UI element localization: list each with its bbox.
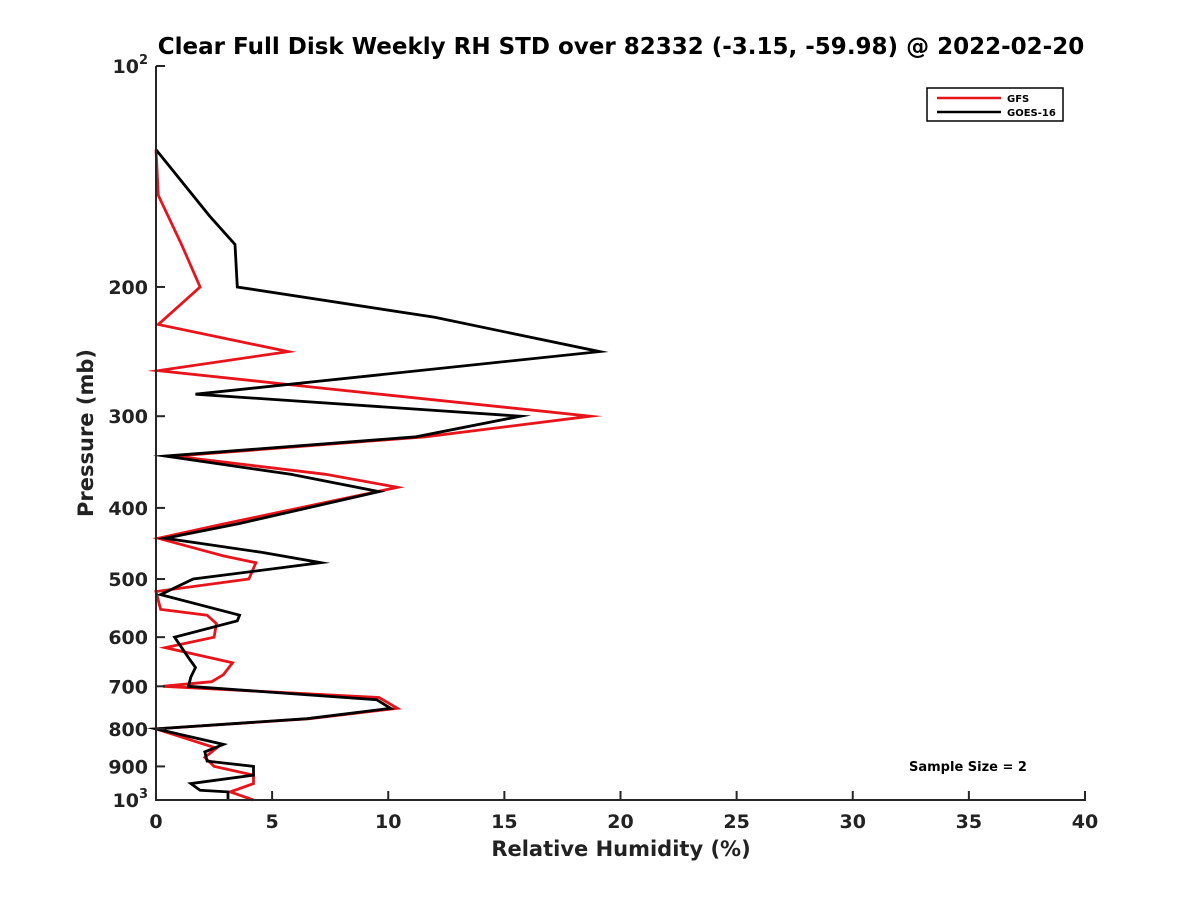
y-tick-base: 10 xyxy=(113,56,139,78)
sample-size-annotation: Sample Size = 2 xyxy=(909,760,1027,775)
chart-title: Clear Full Disk Weekly RH STD over 82332… xyxy=(158,34,1084,60)
y-tick-label: 700 xyxy=(108,676,148,698)
y-tick-label: 200 xyxy=(108,277,148,299)
x-tick-label: 35 xyxy=(956,811,982,833)
y-tick-label: 500 xyxy=(108,569,148,591)
y-tick-exponent: 2 xyxy=(139,53,148,68)
x-tick-label: 10 xyxy=(375,811,401,833)
y-tick-label: 102 xyxy=(113,53,149,78)
y-axis-label: Pressure (mb) xyxy=(74,349,98,517)
y-tick-label: 103 xyxy=(113,787,149,812)
y-tick-label: 900 xyxy=(108,756,148,778)
x-tick-label: 5 xyxy=(266,811,279,833)
plot-area: 0 5 10 15 20 25 30 35 40102200300400500600700800… xyxy=(108,53,1098,833)
legend-label: GFS xyxy=(1007,94,1029,105)
legend-label: GOES-16 xyxy=(1007,108,1056,119)
x-tick-label: 40 xyxy=(1072,811,1098,833)
y-tick-label: 800 xyxy=(108,719,148,741)
x-axis-label: Relative Humidity (%) xyxy=(491,837,750,861)
y-tick-exponent: 3 xyxy=(139,787,148,802)
legend-box xyxy=(926,87,1064,122)
series-line-goes-16 xyxy=(146,148,609,800)
y-tick-label: 400 xyxy=(108,498,148,520)
x-tick-label: 20 xyxy=(607,811,633,833)
y-tick-label: 300 xyxy=(108,406,148,428)
legend: GFS GOES-16 xyxy=(926,87,1064,122)
x-tick-label: 30 xyxy=(840,811,866,833)
x-tick-label: 25 xyxy=(723,811,749,833)
y-tick-base: 10 xyxy=(113,790,139,812)
x-tick-label: 15 xyxy=(491,811,517,833)
x-tick-label: 0 xyxy=(149,811,162,833)
series-line-gfs xyxy=(147,149,603,802)
y-tick-label: 600 xyxy=(108,627,148,649)
